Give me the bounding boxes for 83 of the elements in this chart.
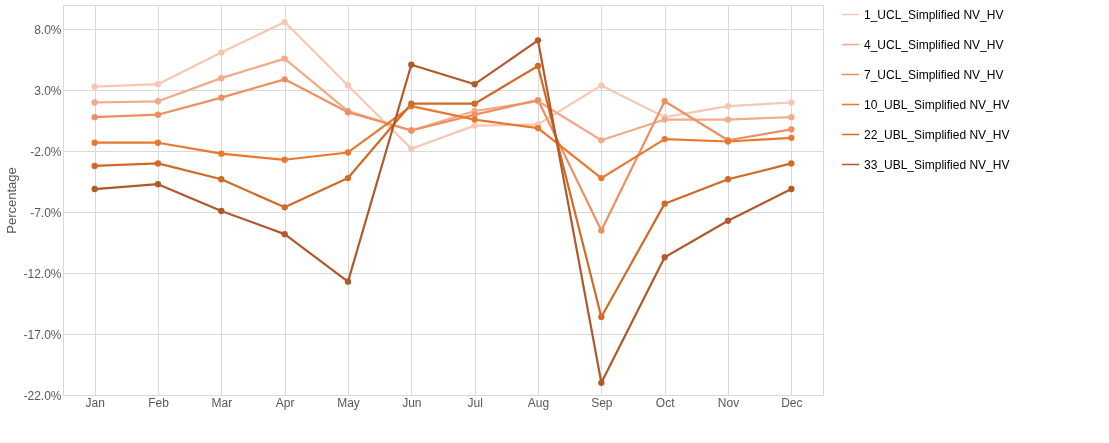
y-axis-title: Percentage <box>4 167 20 234</box>
y-tick-label: 8.0% <box>34 22 62 37</box>
point <box>788 134 795 141</box>
x-tick-label: Nov <box>717 395 740 410</box>
point <box>91 162 98 170</box>
point <box>598 227 605 234</box>
point <box>281 55 288 62</box>
point <box>154 139 162 146</box>
legend-label: 10_UBL_Simplified NV_HV <box>864 97 1010 112</box>
point <box>471 81 478 88</box>
point <box>788 160 795 167</box>
point <box>154 98 162 105</box>
point <box>724 116 732 123</box>
point <box>534 62 542 70</box>
x-tick-label: Feb <box>148 395 170 410</box>
point <box>281 230 288 238</box>
point <box>91 83 98 90</box>
point <box>598 313 605 321</box>
y-tick-label: -17.0% <box>23 327 62 342</box>
point <box>218 150 225 157</box>
point <box>344 149 352 156</box>
point <box>534 124 542 132</box>
x-tick-label: Aug <box>527 395 550 410</box>
x-tick-label: Jan <box>85 395 105 410</box>
point <box>598 137 605 144</box>
point <box>661 135 668 143</box>
y-tick-label: -7.0% <box>30 205 62 220</box>
point <box>218 94 225 101</box>
point <box>344 278 352 285</box>
point <box>218 74 225 82</box>
x-tick-label: Sep <box>591 395 613 410</box>
point <box>218 176 225 183</box>
point <box>408 145 415 152</box>
y-tick-label: -22.0% <box>23 388 62 403</box>
point <box>724 176 732 183</box>
y-tick-label: -12.0% <box>23 266 62 281</box>
point <box>471 122 478 129</box>
point <box>788 113 795 121</box>
point <box>154 111 162 118</box>
point <box>408 61 415 68</box>
point <box>598 82 605 89</box>
point <box>91 139 98 146</box>
point <box>471 100 478 107</box>
x-tick-label: Oct <box>655 395 676 410</box>
legend-label: 1_UCL_Simplified NV_HV <box>864 7 1004 22</box>
legend-label: 33_UBL_Simplified NV_HV <box>864 157 1010 172</box>
point <box>534 37 542 44</box>
x-tick-label: Dec <box>781 395 803 410</box>
point <box>218 49 225 56</box>
point <box>91 113 98 121</box>
point <box>788 99 795 106</box>
point <box>281 156 288 163</box>
legend-label: 7_UCL_Simplified NV_HV <box>864 67 1004 82</box>
point <box>154 160 162 167</box>
point <box>598 174 605 182</box>
point <box>154 181 162 188</box>
x-tick-label: May <box>337 395 360 410</box>
point <box>91 185 98 193</box>
point <box>661 254 668 261</box>
point <box>724 103 732 110</box>
point <box>281 18 288 26</box>
x-tick-label: Mar <box>211 395 233 410</box>
point <box>281 204 288 211</box>
point <box>281 76 288 83</box>
point <box>661 200 668 207</box>
point <box>788 126 795 133</box>
point <box>471 116 478 123</box>
y-tick-label: -2.0% <box>30 144 62 159</box>
point <box>218 207 225 215</box>
legend-label: 4_UCL_Simplified NV_HV <box>864 37 1004 52</box>
point <box>344 82 352 89</box>
x-tick-label: Apr <box>275 395 295 410</box>
y-tick-label: 3.0% <box>34 83 62 98</box>
point <box>788 185 795 193</box>
point <box>91 99 98 106</box>
legend-label: 22_UBL_Simplified NV_HV <box>864 127 1010 142</box>
point <box>154 81 162 88</box>
point <box>724 217 732 224</box>
x-tick-label: Jul <box>467 395 483 410</box>
point <box>661 98 668 105</box>
point <box>598 379 605 386</box>
point <box>344 174 352 182</box>
x-tick-label: Jun <box>402 395 422 410</box>
